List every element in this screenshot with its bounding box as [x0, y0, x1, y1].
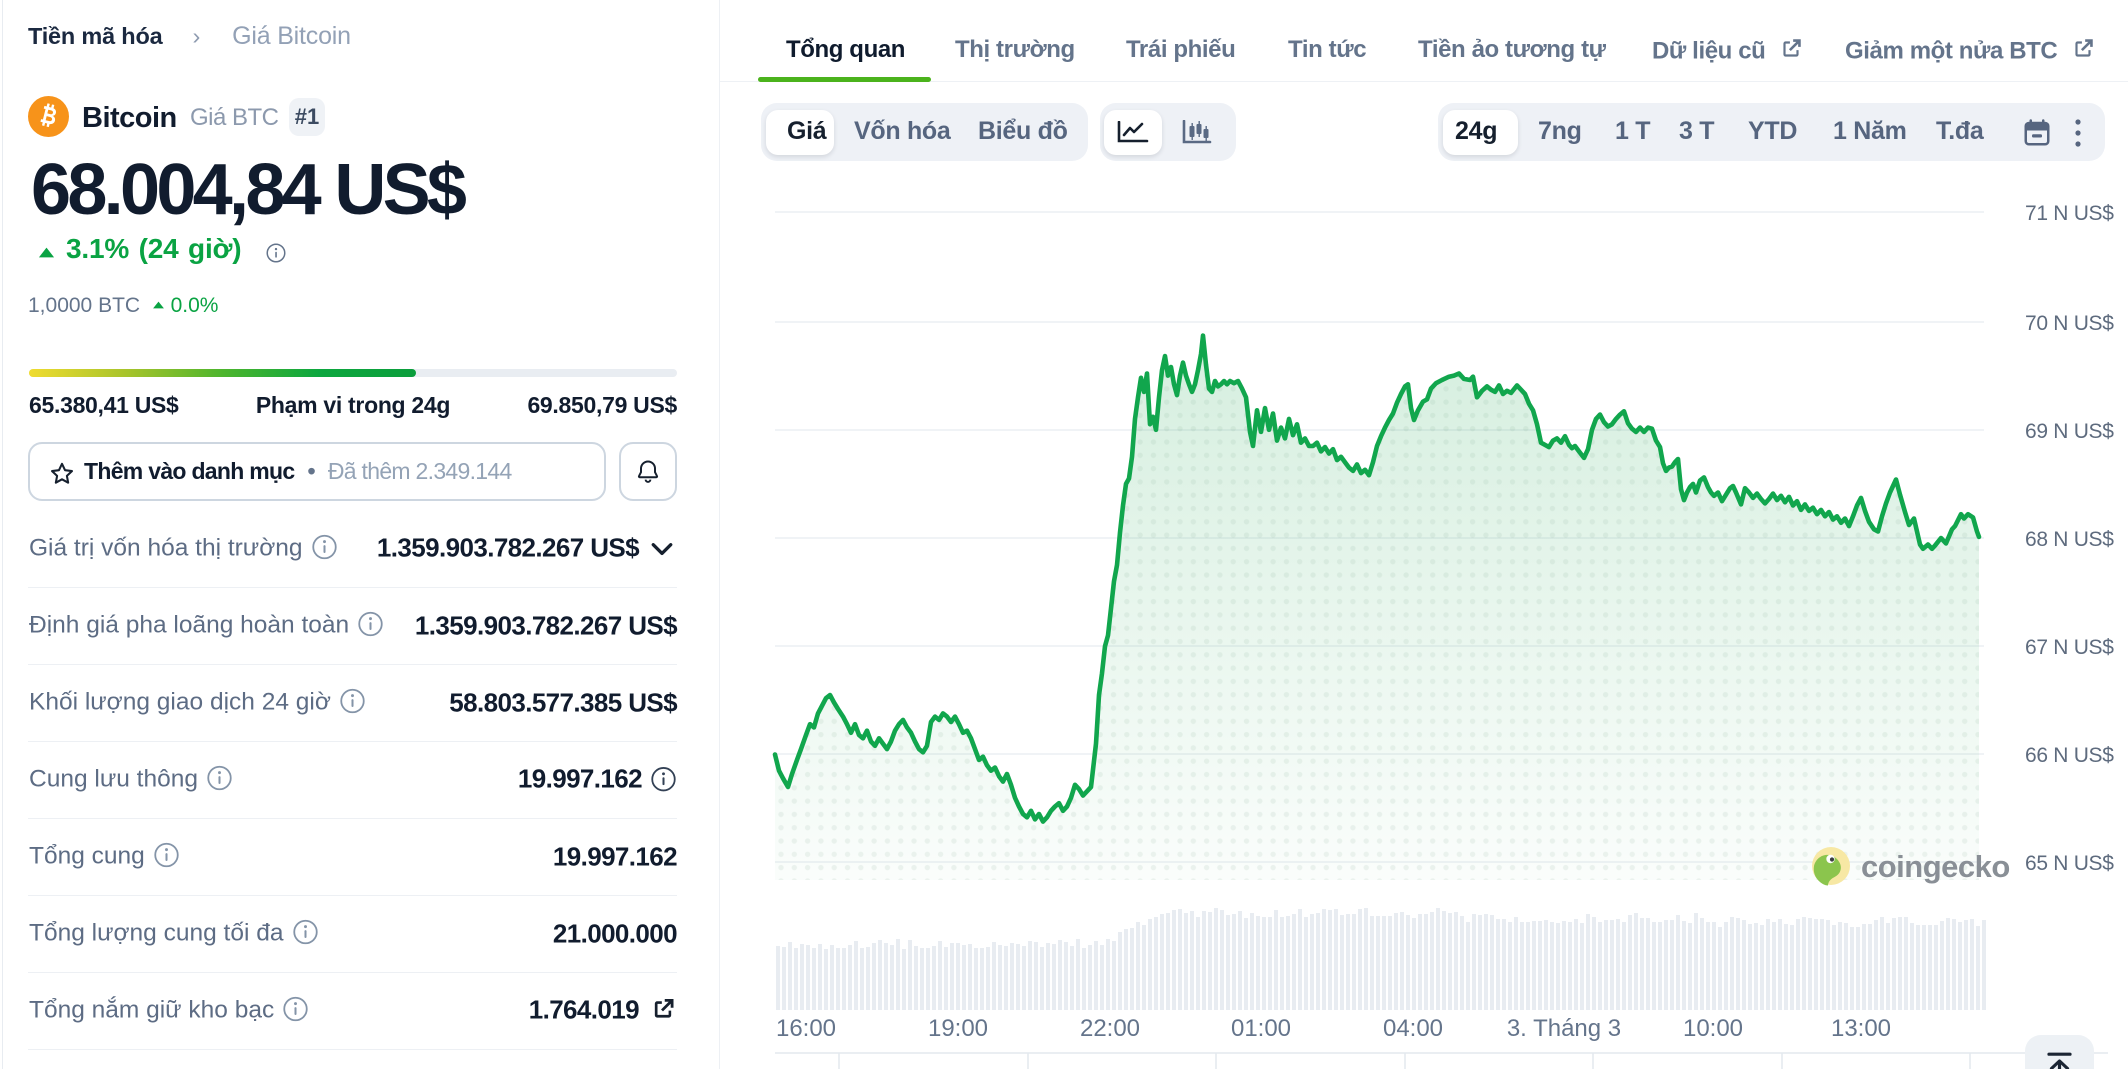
svg-text:67 N US$: 67 N US$	[2025, 636, 2114, 659]
svg-text:13:00: 13:00	[1831, 1015, 1891, 1042]
svg-text:71 N US$: 71 N US$	[2025, 202, 2114, 225]
svg-text:10:00: 10:00	[1683, 1015, 1743, 1042]
svg-text:19:00: 19:00	[928, 1015, 988, 1042]
svg-text:66 N US$: 66 N US$	[2025, 744, 2114, 767]
svg-text:65 N US$: 65 N US$	[2025, 852, 2114, 875]
svg-text:70 N US$: 70 N US$	[2025, 312, 2114, 335]
svg-text:69 N US$: 69 N US$	[2025, 420, 2114, 443]
svg-text:68 N US$: 68 N US$	[2025, 528, 2114, 551]
svg-text:16:00: 16:00	[776, 1015, 836, 1042]
svg-text:04:00: 04:00	[1383, 1015, 1443, 1042]
svg-text:coingecko: coingecko	[1861, 849, 2010, 884]
svg-text:3. Tháng 3: 3. Tháng 3	[1507, 1015, 1621, 1042]
svg-text:01:00: 01:00	[1231, 1015, 1291, 1042]
svg-text:22:00: 22:00	[1080, 1015, 1140, 1042]
